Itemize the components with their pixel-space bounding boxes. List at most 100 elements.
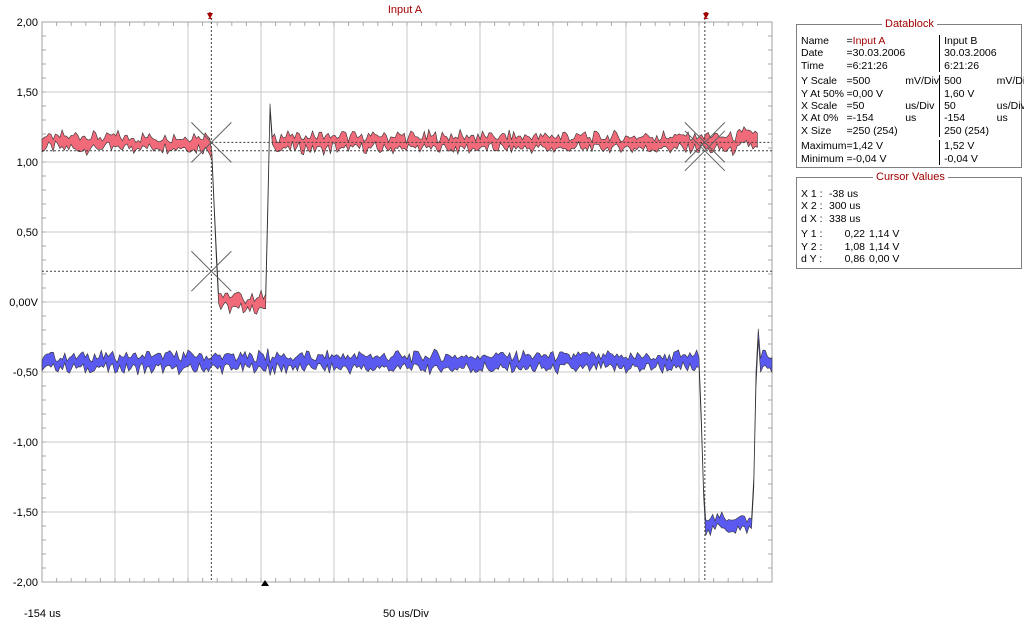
datablock-value-a: 250 (254) <box>852 124 898 137</box>
datablock-label: Minimum <box>801 152 844 165</box>
datablock-value-b: Input B <box>939 35 997 48</box>
datablock-unit-a <box>905 140 939 152</box>
datablock-label: Y Scale <box>801 75 837 88</box>
datablock-row: Y At 50% = 0,00 V 1,60 V <box>801 87 1024 101</box>
datablock-equals: = <box>846 35 853 47</box>
cursor-row-y1: Y 1 : 0,22 1,14 V <box>801 228 919 240</box>
cursor-cross-icon <box>684 122 726 163</box>
cursor-cross-icon <box>684 130 726 172</box>
x1-value: -38 us <box>829 188 859 200</box>
datablock-value-a: 50 <box>852 100 865 113</box>
datablock-label: X Scale <box>801 100 838 113</box>
datablock-unit-b <box>997 88 1024 100</box>
waveform-traces <box>41 103 773 537</box>
datablock-value-b: 6:21:26 <box>939 59 997 73</box>
dy-label: d Y : <box>801 253 823 266</box>
y2-value-b: 1,14 V <box>869 240 900 253</box>
datablock-value-b: 250 (254) <box>939 124 997 138</box>
datablock-row: X Scale = 50 us/Div 50 us/Div <box>801 100 1024 113</box>
cursor-values-table: X 1 : -38 us X 2 : 300 us d X : 338 us Y… <box>801 188 919 265</box>
dx-label: d X : <box>801 212 823 225</box>
trace-input-b <box>41 328 773 537</box>
datablock-unit-a <box>905 88 939 100</box>
x2-value: 300 us <box>829 200 861 213</box>
datablock-value-b: -0,04 V <box>939 152 997 166</box>
cursor-row-x2: X 2 : 300 us <box>801 200 919 212</box>
y-tick-label: 1,50 <box>17 87 38 99</box>
cursor-row-y2: Y 2 : 1,08 1,14 V <box>801 241 919 253</box>
plot-frame <box>41 21 773 583</box>
datablock-value-a: 0,00 V <box>852 87 884 100</box>
datablock-equals: = <box>846 75 853 88</box>
y1-value-b: 1,14 V <box>869 228 900 241</box>
datablock-equals: = <box>846 112 853 125</box>
x2-label: X 2 : <box>801 200 823 213</box>
datablock-row: X Size = 250 (254) 250 (254) <box>801 124 1024 138</box>
datablock-equals: = <box>846 140 853 153</box>
datablock-unit-a <box>905 125 939 137</box>
cursor-1-marker-icon[interactable] <box>207 13 213 19</box>
datablock-panel: Datablock Name = Input A Input B Date = 30.03.… <box>796 17 1024 168</box>
datablock-unit-a: us <box>905 112 917 125</box>
datablock-value-b: 50 <box>939 100 997 113</box>
cursor-cross-icon <box>191 250 232 292</box>
dy-value-a: 0,86 <box>844 253 865 266</box>
y-tick-label: -0,50 <box>13 367 38 379</box>
datablock-equals: = <box>846 124 853 137</box>
datablock-equals: = <box>846 87 853 100</box>
datablock-unit-a <box>905 35 939 47</box>
datablock-label: Date <box>801 47 824 60</box>
datablock-unit-b: us <box>996 112 1008 125</box>
datablock-row: Time = 6:21:26 6:21:26 <box>801 59 1024 73</box>
datablock-unit-b <box>997 140 1024 152</box>
y1-label: Y 1 : <box>801 228 823 241</box>
datablock-value-a: 30.03.2006 <box>852 47 906 60</box>
datablock-unit-b <box>997 125 1024 137</box>
y-tick-label: 0,00V <box>9 297 38 309</box>
y-tick-label: -1,00 <box>13 437 38 449</box>
datablock-value-a: -0,04 V <box>852 152 887 165</box>
datablock-equals: = <box>846 152 853 165</box>
cursor-row-dx: d X : 338 us <box>801 213 919 225</box>
datablock-value-a: -154 <box>852 112 874 125</box>
x-start-label: -154 us <box>24 608 61 620</box>
datablock-label: X At 0% <box>801 112 839 125</box>
datablock-value-a: 1,42 V <box>852 140 884 153</box>
datablock-value-a: Input A <box>852 35 886 47</box>
datablock-unit-a <box>905 153 939 165</box>
datablock-unit-b <box>997 47 1024 59</box>
datablock-unit-a <box>905 47 939 59</box>
datablock-label: Time <box>801 59 824 72</box>
datablock-value-b: -154 <box>939 112 997 125</box>
datablock-unit-a <box>905 60 939 72</box>
datablock-equals: = <box>846 59 853 72</box>
plot-title: Input A <box>388 4 423 16</box>
datablock-value-b: 1,52 V <box>939 140 997 153</box>
datablock-label: X Size <box>801 124 832 137</box>
measurement-cursors <box>42 18 772 582</box>
y-axis-ticks: 2,00 1,50 1,00 0,50 0,00V -0,50 -1,00 -1,50 -2,0… <box>9 17 38 589</box>
trigger-marker-icon[interactable] <box>261 580 269 586</box>
datablock-row: Maximum = 1,42 V 1,52 V <box>801 140 1024 153</box>
y-tick-label: 1,00 <box>17 157 38 169</box>
y2-value-a: 1,08 <box>844 240 865 253</box>
datablock-equals: = <box>846 100 853 113</box>
dx-value: 338 us <box>829 212 861 225</box>
cursor-row-dy: d Y : 0,86 0,00 V <box>801 253 919 265</box>
datablock-row: Date = 30.03.2006 30.03.2006 <box>801 47 1024 60</box>
datablock-equals: = <box>846 47 853 60</box>
cursor-cross-icon <box>191 122 232 163</box>
datablock-row: Name = Input A Input B <box>801 35 1024 48</box>
datablock-value-a: 500 <box>852 75 871 88</box>
trace-input-a <box>41 103 758 315</box>
x1-label: X 1 : <box>801 188 823 200</box>
cursor-2-marker-icon[interactable] <box>703 13 709 19</box>
datablock-title: Datablock <box>882 17 937 31</box>
cursor-values-panel: Cursor Values X 1 : -38 us X 2 : 300 us … <box>796 170 1022 269</box>
datablock-row: X At 0% = -154 us -154 us <box>801 112 1024 125</box>
y-tick-label: 2,00 <box>17 17 38 29</box>
datablock-table: Name = Input A Input B Date = 30.03.2006 30.03.… <box>801 35 1024 166</box>
datablock-value-b: 30.03.2006 <box>939 47 997 60</box>
